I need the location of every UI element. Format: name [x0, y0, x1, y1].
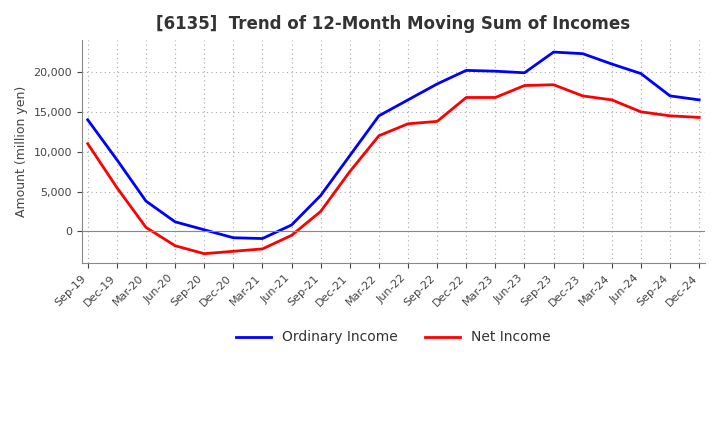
- Ordinary Income: [520, 70, 528, 75]
- Ordinary Income: [142, 198, 150, 204]
- Ordinary Income: [316, 193, 325, 198]
- Ordinary Income: [374, 113, 383, 118]
- Ordinary Income: [287, 222, 296, 227]
- Net Income: [636, 109, 645, 114]
- Net Income: [491, 95, 500, 100]
- Ordinary Income: [578, 51, 587, 56]
- Net Income: [316, 209, 325, 214]
- Net Income: [520, 83, 528, 88]
- Net Income: [142, 225, 150, 230]
- Ordinary Income: [84, 117, 92, 122]
- Net Income: [666, 113, 675, 118]
- Net Income: [374, 133, 383, 139]
- Ordinary Income: [171, 219, 179, 224]
- Net Income: [433, 119, 441, 124]
- Net Income: [229, 249, 238, 254]
- Ordinary Income: [346, 153, 354, 158]
- Net Income: [258, 246, 266, 252]
- Net Income: [200, 251, 209, 257]
- Ordinary Income: [462, 68, 471, 73]
- Ordinary Income: [608, 61, 616, 66]
- Ordinary Income: [695, 97, 703, 103]
- Ordinary Income: [491, 69, 500, 74]
- Legend: Ordinary Income, Net Income: Ordinary Income, Net Income: [230, 325, 557, 350]
- Line: Ordinary Income: Ordinary Income: [88, 52, 699, 238]
- Net Income: [462, 95, 471, 100]
- Net Income: [287, 233, 296, 238]
- Ordinary Income: [404, 97, 413, 103]
- Net Income: [171, 243, 179, 248]
- Y-axis label: Amount (million yen): Amount (million yen): [15, 86, 28, 217]
- Line: Net Income: Net Income: [88, 85, 699, 254]
- Ordinary Income: [258, 236, 266, 241]
- Net Income: [549, 82, 558, 88]
- Ordinary Income: [229, 235, 238, 240]
- Net Income: [608, 97, 616, 103]
- Net Income: [578, 93, 587, 99]
- Net Income: [404, 121, 413, 126]
- Ordinary Income: [636, 71, 645, 76]
- Net Income: [112, 185, 121, 190]
- Ordinary Income: [549, 49, 558, 55]
- Ordinary Income: [200, 227, 209, 232]
- Net Income: [346, 169, 354, 174]
- Title: [6135]  Trend of 12-Month Moving Sum of Incomes: [6135] Trend of 12-Month Moving Sum of I…: [156, 15, 631, 33]
- Ordinary Income: [666, 93, 675, 99]
- Ordinary Income: [112, 157, 121, 162]
- Net Income: [695, 115, 703, 120]
- Net Income: [84, 141, 92, 147]
- Ordinary Income: [433, 81, 441, 87]
